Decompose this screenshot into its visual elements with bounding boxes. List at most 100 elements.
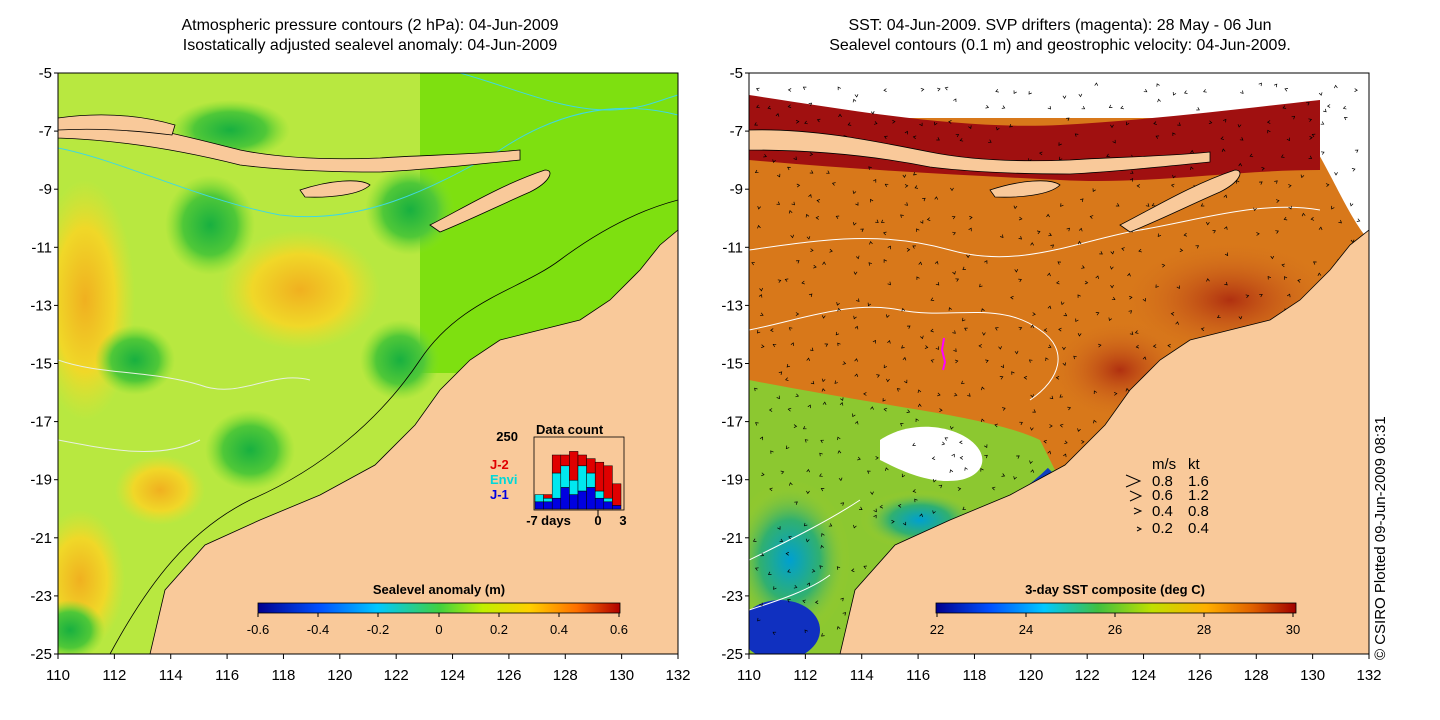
velocity-arrow: [1013, 205, 1018, 210]
velocity-arrow: [1249, 153, 1254, 158]
velocity-arrow: [815, 215, 819, 220]
velocity-arrow: [1206, 278, 1210, 282]
speed-legend-ms: 0.4: [1152, 503, 1173, 520]
velocity-arrow: [985, 359, 989, 364]
velocity-arrow: [834, 380, 838, 384]
velocity-arrow: [868, 166, 872, 170]
velocity-arrow: [852, 98, 857, 103]
velocity-arrow: [937, 392, 941, 397]
sst-sealevel-contour-3: [749, 499, 861, 561]
velocity-arrow: [1028, 359, 1033, 363]
velocity-arrow: [854, 325, 859, 330]
velocity-arrow: [904, 202, 908, 206]
left-y-tick-label: -21: [30, 530, 52, 547]
svp-drifter-track: [940, 337, 947, 371]
speed-arrow-0-2: [1136, 526, 1143, 532]
sst-colorbar-label: 3-day SST composite (deg C): [1025, 582, 1205, 597]
velocity-arrow: [801, 280, 805, 285]
velocity-arrow: [1308, 118, 1313, 122]
velocity-arrow: [991, 486, 996, 491]
left-x-tick-label: 122: [384, 667, 409, 684]
velocity-arrow: [1280, 154, 1285, 158]
right-y-tick-label: -25: [721, 646, 743, 663]
right-map: [749, 73, 1369, 654]
speed-legend-kt: 0.4: [1188, 520, 1209, 537]
velocity-arrow: [1325, 183, 1330, 187]
velocity-arrow: [1106, 153, 1110, 158]
velocity-arrow: [885, 467, 889, 471]
velocity-arrow: [819, 473, 823, 477]
velocity-arrow: [961, 380, 965, 385]
velocity-arrow: [1224, 281, 1228, 286]
velocity-arrow: [859, 506, 863, 510]
velocity-arrow: [806, 490, 810, 495]
right-x-tick-label: 124: [1131, 667, 1156, 684]
velocity-arrow: [1129, 178, 1134, 182]
velocity-arrow: [887, 245, 891, 250]
velocity-arrow: [867, 302, 872, 307]
velocity-arrow: [1014, 350, 1019, 355]
sla-low-2: [365, 165, 455, 255]
velocity-arrow: [1060, 203, 1064, 207]
velocity-arrow: [953, 348, 957, 352]
velocity-arrow: [879, 504, 884, 509]
sla-low-3: [95, 325, 175, 395]
inset-bar-cyan: [534, 494, 544, 503]
velocity-arrow: [759, 602, 763, 607]
velocity-arrow: [967, 393, 971, 397]
velocity-arrow: [1014, 269, 1019, 273]
sealevel-contour-1: [58, 359, 311, 390]
velocity-arrow: [757, 617, 761, 622]
right-x-tick-label: 120: [1018, 667, 1043, 684]
inset-bar-cyan: [543, 497, 553, 503]
inset-bar-cyan: [577, 465, 587, 492]
velocity-arrow: [906, 247, 911, 252]
inset-bar-cyan: [569, 479, 579, 495]
velocity-arrow: [784, 278, 789, 282]
velocity-arrow: [1334, 172, 1338, 176]
velocity-arrow: [915, 418, 919, 423]
velocity-arrow: [840, 397, 844, 402]
velocity-arrow: [1313, 261, 1317, 265]
velocity-arrow: [754, 387, 758, 392]
sla-tick-label: 0: [435, 622, 442, 637]
velocity-arrow: [1001, 105, 1006, 109]
velocity-arrow: [959, 455, 964, 460]
velocity-arrow: [1126, 121, 1130, 126]
sla-low-6: [58, 600, 105, 654]
velocity-arrow: [752, 538, 757, 542]
left-land-sumba: [299, 180, 371, 198]
velocity-arrow: [957, 487, 962, 491]
velocity-arrow: [935, 346, 940, 350]
velocity-arrow: [932, 510, 936, 514]
velocity-arrow: [875, 219, 879, 223]
velocity-arrow: [1170, 183, 1175, 188]
velocity-arrow: [978, 344, 982, 348]
velocity-arrow: [918, 261, 923, 266]
velocity-arrow: [768, 408, 773, 412]
velocity-arrow: [808, 102, 813, 107]
velocity-arrow: [787, 166, 791, 171]
inset-bar-blue: [551, 497, 562, 510]
inset-bars: [534, 451, 622, 510]
velocity-arrow: [1266, 120, 1271, 124]
velocity-arrow: [772, 343, 777, 348]
velocity-arrow: [870, 406, 874, 410]
velocity-arrow: [840, 502, 845, 506]
velocity-arrow: [826, 170, 830, 174]
pressure-contour-1: [58, 107, 678, 218]
velocity-arrow: [930, 328, 934, 333]
sst-tick-label: 26: [1108, 622, 1122, 637]
velocity-arrow: [869, 241, 873, 245]
velocity-arrow: [952, 231, 956, 236]
velocity-arrow: [1047, 305, 1052, 310]
velocity-arrow: [906, 409, 911, 413]
velocity-arrow: [777, 279, 782, 283]
velocity-arrow: [1058, 142, 1062, 146]
velocity-arrow: [1125, 387, 1130, 392]
velocity-arrow: [1060, 301, 1065, 306]
speed-legend-header-ms: m/s: [1152, 456, 1176, 473]
velocity-arrow: [944, 437, 949, 441]
left-x-tick-label: 130: [609, 667, 634, 684]
velocity-arrow: [1224, 226, 1228, 230]
